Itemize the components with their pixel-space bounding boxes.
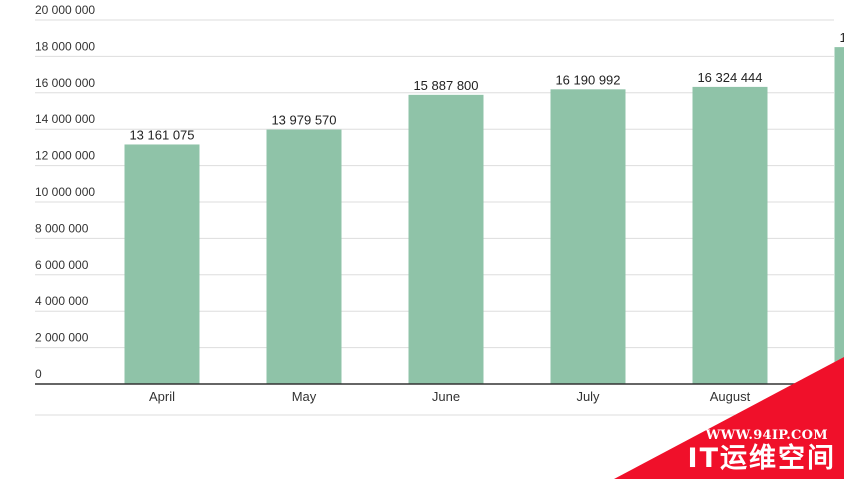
x-tick-label: April [149, 389, 175, 404]
y-tick-label: 14 000 000 [35, 112, 95, 126]
y-tick-label: 16 000 000 [35, 76, 95, 90]
bar [835, 47, 844, 384]
y-tick-label: 4 000 000 [35, 294, 89, 308]
data-label: 13 161 075 [129, 127, 194, 142]
data-label: 18 510 453 [839, 30, 844, 45]
y-tick-label: 10 000 000 [35, 185, 95, 199]
bar [125, 144, 200, 384]
y-tick-label: 20 000 000 [35, 3, 95, 17]
data-label: 15 887 800 [413, 78, 478, 93]
x-tick-label: July [576, 389, 600, 404]
y-tick-label: 6 000 000 [35, 258, 89, 272]
y-tick-label: 18 000 000 [35, 39, 95, 53]
y-tick-label: 0 [35, 367, 42, 381]
x-tick-label: June [432, 389, 460, 404]
watermark-text: IT运维空间 [688, 436, 836, 475]
y-tick-label: 8 000 000 [35, 221, 89, 235]
bar [551, 89, 626, 384]
bar [409, 95, 484, 384]
y-tick-label: 2 000 000 [35, 331, 89, 345]
y-tick-label: 12 000 000 [35, 149, 95, 163]
watermark: WWW.94IP.COM IT运维空间 [614, 357, 844, 479]
data-label: 13 979 570 [271, 113, 336, 128]
bar [693, 87, 768, 384]
x-tick-label: May [292, 389, 317, 404]
bar [267, 130, 342, 384]
data-label: 16 324 444 [697, 70, 762, 85]
data-label: 16 190 992 [555, 72, 620, 87]
